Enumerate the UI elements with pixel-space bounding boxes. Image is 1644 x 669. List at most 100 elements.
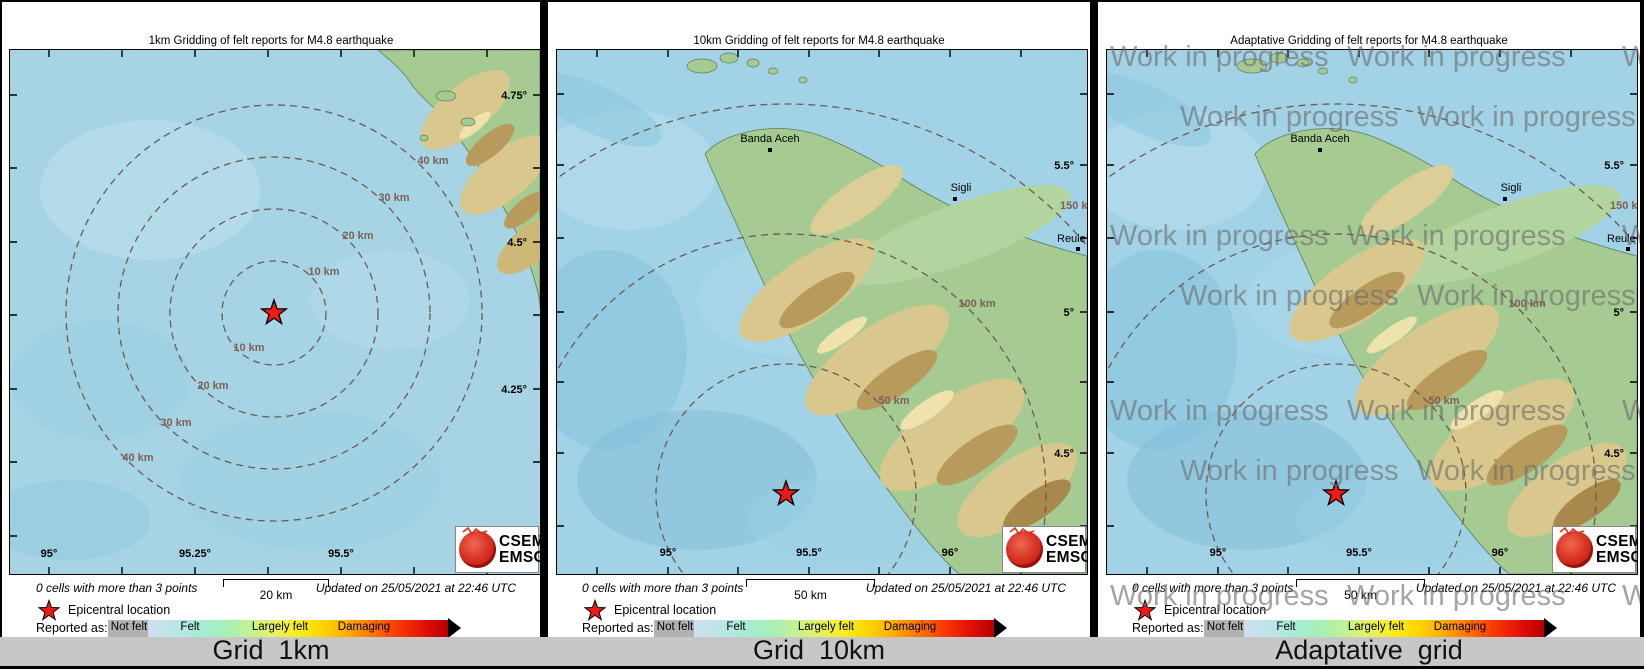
colorbar-arrow-icon: [1544, 617, 1557, 637]
city-label: Sigli: [951, 182, 972, 194]
lon-label: 95.5°: [1346, 547, 1372, 559]
cities: Banda Aceh Sigli Reule: [740, 133, 1086, 251]
edge-ticks: [10, 50, 540, 574]
lat-label: 4.5°: [507, 237, 527, 249]
intensity-colorbar: Not felt Felt Largely felt Damaging: [654, 619, 994, 637]
lat-label: 4.75°: [501, 90, 527, 102]
lat-label: 5°: [1613, 307, 1624, 319]
csem-emsc-logo: CSEM EMSC: [1002, 526, 1088, 573]
updated-note: Updated on 25/05/2021 at 22:46 UTC: [865, 581, 1066, 595]
mountains: [1289, 165, 1627, 538]
lon-label: 95°: [41, 548, 58, 560]
colorbar-gradient: [1244, 619, 1544, 637]
caption-band: Grid 1km Grid 10km Adaptative grid: [0, 635, 1644, 666]
lon-label: 96°: [942, 547, 959, 559]
caption-adaptative-grid: Adaptative grid: [1275, 635, 1463, 665]
caption-grid-10km: Grid 10km: [752, 635, 886, 665]
ring-label: 30 km: [378, 192, 409, 204]
map-svg: 50 km 100 km 150 km Banda Aceh Sigli Reu…: [557, 50, 1087, 574]
colorbar-label-damaging: Damaging: [1433, 620, 1487, 633]
ring-150km: [1107, 103, 1637, 248]
logo-emsc: EMSC: [1046, 548, 1088, 566]
ring-label: 10 km: [233, 342, 264, 354]
ring-100km: [557, 233, 1047, 574]
colorbar-label-damaging: Damaging: [883, 620, 937, 633]
title-line-1: 1km Gridding of felt reports for M4.8 ea…: [148, 35, 394, 48]
ring-label: 100 km: [1508, 298, 1546, 310]
panel-adaptative-grid: Adaptative Gridding of felt reports for …: [1098, 2, 1640, 637]
colorbar-label-notfelt: Not felt: [110, 620, 148, 633]
colorbar-arrow-icon: [994, 617, 1007, 637]
colorbar-label-notfelt: Not felt: [656, 620, 694, 633]
colorbar-arrow-icon: [448, 617, 461, 637]
colorbar-gradient: [694, 619, 994, 637]
city-dot: [1318, 148, 1322, 152]
map-svg: 50 km 100 km 150 km Banda Aceh Sigli Reu…: [1107, 50, 1637, 574]
map-canvas-10km: 50 km 100 km 150 km Banda Aceh Sigli Reu…: [556, 49, 1088, 575]
scale-bar: 50 km: [746, 579, 875, 602]
logo-emsc: EMSC: [499, 548, 540, 566]
lon-label: 95.5°: [328, 548, 354, 560]
lat-label: 5.5°: [1054, 160, 1074, 172]
islets: [686, 52, 808, 84]
city-label: Reule: [1057, 233, 1086, 245]
ring-label: 100 km: [958, 298, 996, 310]
seismogram-squiggle-icon: [1559, 526, 1585, 535]
reported-as-label: Reported as:: [582, 621, 654, 636]
islets: [1236, 52, 1358, 84]
edge-ticks: [557, 50, 1087, 574]
city-label: Sigli: [1501, 182, 1522, 194]
updated-note: Updated on 25/05/2021 at 22:46 UTC: [315, 581, 516, 595]
epicenter-star: [1321, 479, 1351, 507]
ring-20km: [169, 208, 379, 418]
legend-1km: 0 cells with more than 3 points 20 km Up…: [2, 575, 540, 637]
globe-icon: [1556, 531, 1593, 568]
csem-emsc-logo: CSEM EMSC: [1552, 526, 1638, 573]
logo-csem: CSEM: [499, 533, 540, 550]
ring-label: 30 km: [160, 417, 191, 429]
distance-rings: [557, 103, 1087, 574]
epicenter-star: [259, 298, 289, 326]
lon-label: 95°: [1210, 547, 1227, 559]
ring-150km: [557, 103, 1087, 248]
csem-emsc-logo: CSEM EMSC: [455, 526, 540, 573]
ring-label: 20 km: [197, 380, 228, 392]
scale-label: 20 km: [259, 588, 293, 602]
panel-grid-1km: 1km Gridding of felt reports for M4.8 ea…: [2, 2, 540, 637]
colorbar-label-felt: Felt: [726, 620, 746, 633]
scale-label: 50 km: [794, 588, 827, 602]
globe-icon: [1006, 531, 1043, 568]
lat-label: 5.5°: [1604, 160, 1624, 172]
city-label: Banda Aceh: [740, 133, 799, 145]
logo-emsc: EMSC: [1596, 548, 1638, 566]
city-dot: [1626, 247, 1630, 251]
map-canvas-1km: 10 km 20 km 30 km 40 km 10 km 20 km 30 k…: [9, 49, 540, 575]
title-line-1: 10km Gridding of felt reports for M4.8 e…: [693, 35, 945, 48]
colorbar-label-largelyfelt: Largely felt: [797, 620, 855, 633]
cells-note: 0 cells with more than 3 points: [1132, 581, 1294, 595]
lat-label: 5°: [1063, 307, 1074, 319]
epicenter-star: [771, 479, 801, 507]
colorbar-label-largelyfelt: Largely felt: [251, 620, 309, 633]
ring-label: 150 km: [1060, 200, 1087, 212]
colorbar-gradient: [148, 619, 448, 637]
globe-icon: [459, 531, 496, 568]
panel-grid-10km: 10km Gridding of felt reports for M4.8 e…: [548, 2, 1090, 637]
logo-csem: CSEM: [1046, 533, 1088, 550]
ring-100km: [1107, 233, 1597, 574]
seismogram-squiggle-icon: [1009, 526, 1035, 535]
ring-40km: [65, 104, 483, 522]
city-dot: [1503, 197, 1507, 201]
city-dot: [953, 197, 957, 201]
updated-note: Updated on 25/05/2021 at 22:46 UTC: [1415, 581, 1616, 595]
mountains: [420, 70, 540, 275]
colorbar-label-notfelt: Not felt: [1206, 620, 1244, 633]
colorbar-notfelt-block: [1204, 619, 1244, 637]
ring-label: 50 km: [1428, 395, 1459, 407]
city-dot: [1076, 247, 1080, 251]
scale-bar: 20 km: [223, 579, 329, 602]
ring-10km: [221, 260, 327, 366]
mountains: [739, 165, 1077, 538]
caption-grid-1km: Grid 1km: [212, 635, 330, 665]
